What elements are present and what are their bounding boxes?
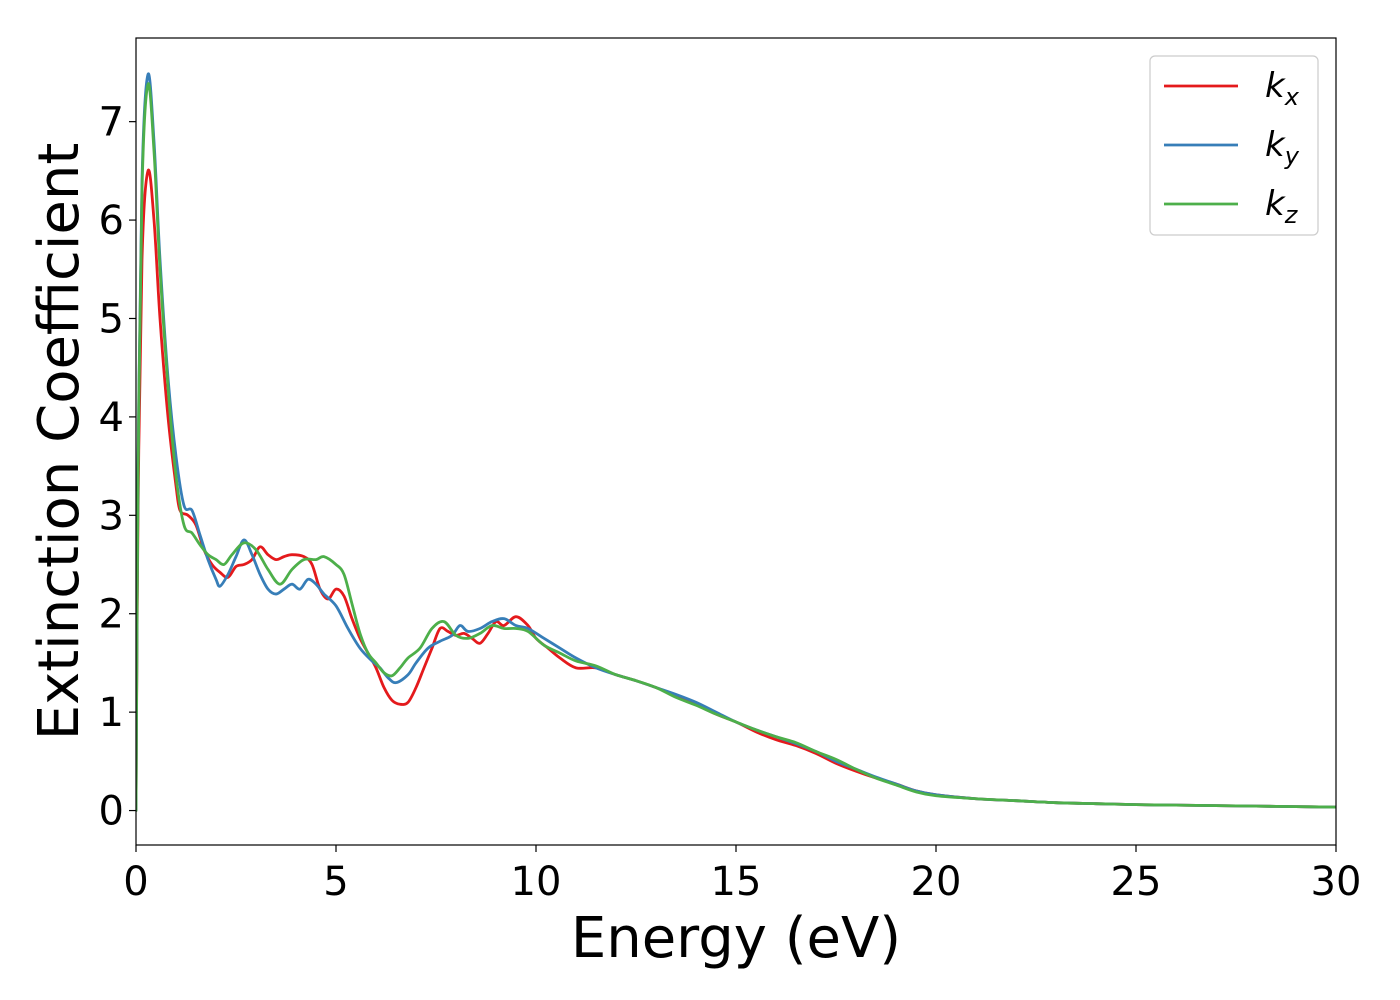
- x-tick-label: 20: [911, 859, 962, 905]
- x-tick-label: 30: [1311, 859, 1362, 905]
- y-tick-label: 3: [99, 493, 124, 539]
- legend-label: ky: [1265, 125, 1300, 170]
- x-tick-label: 10: [511, 859, 562, 905]
- y-axis-title: Extinction Coefficient: [27, 143, 92, 741]
- legend-label: kz: [1265, 184, 1299, 229]
- x-tick-label: 25: [1111, 859, 1162, 905]
- y-tick-label: 1: [99, 690, 124, 736]
- series-line-kx: [136, 168, 1336, 812]
- legend-item-ky: ky: [1164, 125, 1300, 170]
- y-tick-label: 6: [99, 198, 124, 244]
- x-tick-label: 5: [323, 859, 348, 905]
- y-tick-label: 7: [99, 100, 124, 146]
- x-axis: 0 5 10 15 20 25 30: [123, 845, 1361, 905]
- legend-item-kz: kz: [1164, 184, 1299, 229]
- y-axis: 0 1 2 3 4 5 6 7: [99, 100, 136, 835]
- y-tick-label: 2: [99, 592, 124, 638]
- x-axis-title: Energy (eV): [571, 906, 901, 971]
- y-tick-label: 0: [99, 789, 124, 835]
- y-tick-label: 4: [99, 395, 124, 441]
- x-tick-label: 0: [123, 859, 148, 905]
- legend-item-kx: kx: [1164, 66, 1300, 111]
- y-tick-label: 5: [99, 296, 124, 342]
- series-layer: [136, 72, 1336, 812]
- legend-label: kx: [1265, 66, 1300, 111]
- x-tick-label: 15: [711, 859, 762, 905]
- series-line-kz: [136, 82, 1336, 812]
- legend: kx ky kz: [1149, 55, 1319, 236]
